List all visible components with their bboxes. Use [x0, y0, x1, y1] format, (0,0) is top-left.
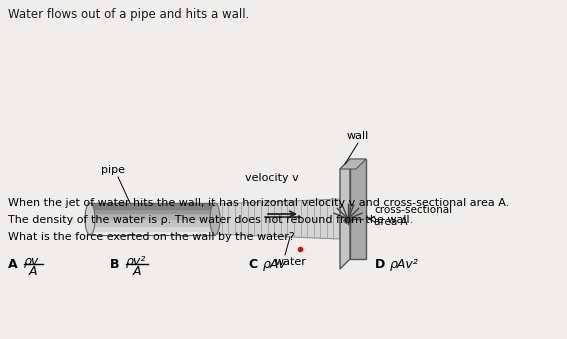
- Bar: [90, 209, 215, 213]
- Text: ρAv: ρAv: [263, 258, 287, 271]
- Bar: [90, 226, 215, 231]
- Text: What is the force exerted on the wall by the water?: What is the force exerted on the wall by…: [8, 232, 295, 242]
- Text: The density of the water is ρ. The water does not rebound from the wall.: The density of the water is ρ. The water…: [8, 215, 413, 225]
- Text: area A: area A: [374, 217, 408, 227]
- Text: A: A: [29, 265, 37, 278]
- Text: wall: wall: [347, 131, 369, 141]
- Text: ρv²: ρv²: [126, 255, 146, 268]
- Text: cross-sectional: cross-sectional: [374, 205, 452, 215]
- Polygon shape: [340, 159, 366, 169]
- Polygon shape: [340, 159, 350, 269]
- Text: velocity v: velocity v: [245, 173, 299, 183]
- Bar: [90, 231, 215, 235]
- Ellipse shape: [85, 203, 95, 235]
- Text: ρAv²: ρAv²: [390, 258, 419, 271]
- Text: A: A: [133, 265, 141, 278]
- Bar: [90, 203, 215, 209]
- Bar: [90, 213, 215, 219]
- Ellipse shape: [210, 203, 220, 235]
- Text: Water flows out of a pipe and hits a wall.: Water flows out of a pipe and hits a wal…: [8, 8, 249, 21]
- Bar: [90, 203, 215, 235]
- Text: D: D: [375, 258, 385, 271]
- Text: When the jet of water hits the wall, it has horizontal velocity v and cross-sect: When the jet of water hits the wall, it …: [8, 198, 509, 208]
- Text: water: water: [274, 257, 306, 267]
- Text: pipe: pipe: [101, 165, 125, 175]
- Text: ρv: ρv: [24, 255, 39, 268]
- Text: A: A: [8, 258, 18, 271]
- Text: C: C: [248, 258, 257, 271]
- Bar: [90, 219, 215, 226]
- Polygon shape: [215, 199, 340, 239]
- Text: B: B: [110, 258, 120, 271]
- Polygon shape: [350, 159, 366, 259]
